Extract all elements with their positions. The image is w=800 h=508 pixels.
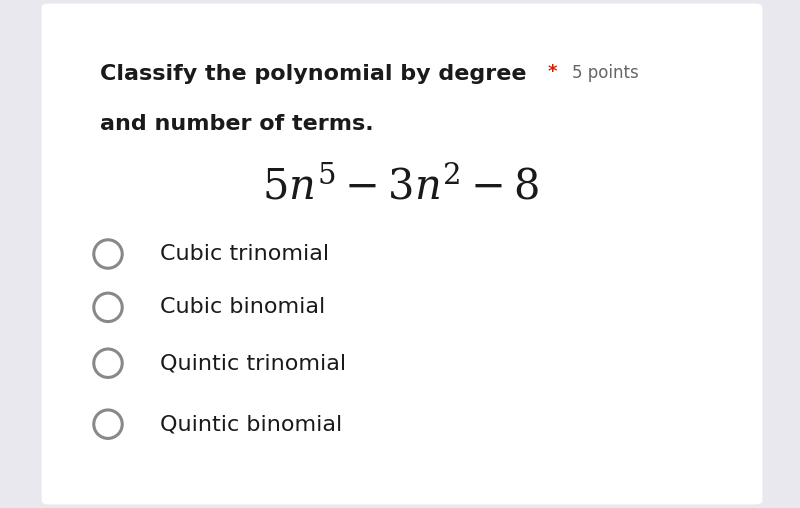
Text: $5n^5 - 3n^2 - 8$: $5n^5 - 3n^2 - 8$	[262, 167, 538, 209]
Text: *: *	[548, 64, 558, 81]
Text: Cubic trinomial: Cubic trinomial	[160, 244, 329, 264]
Text: Classify the polynomial by degree: Classify the polynomial by degree	[100, 64, 526, 83]
Text: Quintic trinomial: Quintic trinomial	[160, 353, 346, 373]
Text: Quintic binomial: Quintic binomial	[160, 414, 342, 434]
Text: 5 points: 5 points	[572, 64, 638, 81]
Text: Cubic binomial: Cubic binomial	[160, 297, 326, 318]
FancyBboxPatch shape	[42, 4, 762, 504]
Text: and number of terms.: and number of terms.	[100, 114, 374, 134]
